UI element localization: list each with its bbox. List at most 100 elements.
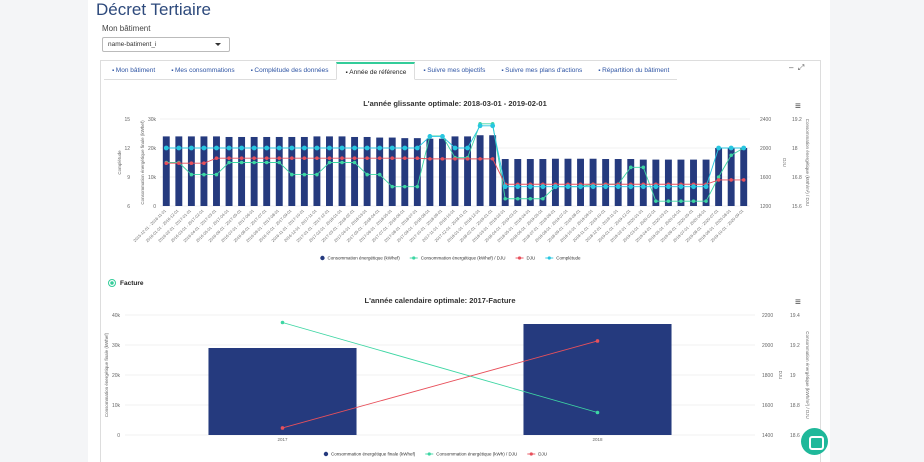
chart-menu[interactable]: ≡ xyxy=(795,297,801,308)
point xyxy=(377,172,382,177)
point xyxy=(201,145,207,151)
point xyxy=(280,426,285,430)
point xyxy=(541,196,545,201)
bar xyxy=(577,158,584,206)
chat-button[interactable] xyxy=(801,428,828,455)
tick-label: 10k xyxy=(112,403,121,409)
point xyxy=(716,175,721,179)
point xyxy=(452,145,458,151)
point xyxy=(465,145,470,151)
point xyxy=(453,157,457,161)
bar xyxy=(300,136,308,206)
point xyxy=(302,172,307,177)
x-tick-label: 2017 xyxy=(277,437,288,442)
tick-label: 30k xyxy=(148,117,157,123)
point xyxy=(340,160,344,165)
point xyxy=(264,145,270,151)
building-select[interactable]: name-batiment_i xyxy=(102,37,230,52)
legend-item: DJU xyxy=(515,256,536,261)
tick-label: 18.8 xyxy=(790,403,800,409)
point xyxy=(389,145,395,151)
tab[interactable]: Complétude des données xyxy=(242,62,337,80)
legend-marker xyxy=(529,452,533,456)
point xyxy=(427,134,433,139)
chart-title: L'année calendaire optimale: 2017-Factur… xyxy=(364,296,515,305)
point xyxy=(177,161,181,166)
bar xyxy=(727,148,735,206)
point xyxy=(365,172,369,177)
axis-title: Consommation énergétique (kWh/m²) / DJU xyxy=(805,331,810,419)
tab-bar: Mon bâtimentMes consommationsComplétude … xyxy=(104,62,678,80)
tab[interactable]: Année de référence xyxy=(336,62,416,80)
tick-label: 18 xyxy=(792,146,798,152)
point xyxy=(365,156,369,160)
legend-marker xyxy=(547,256,551,260)
point xyxy=(653,184,659,190)
tick-label: 2200 xyxy=(762,313,773,319)
window-controls[interactable]: – ⤢ xyxy=(789,63,805,72)
legend-item: Complétude xyxy=(545,256,581,261)
tab[interactable]: Répartition du bâtiment xyxy=(590,62,678,80)
point xyxy=(515,184,521,190)
point xyxy=(691,199,696,203)
point xyxy=(377,156,382,160)
point xyxy=(515,196,520,201)
point xyxy=(277,156,282,160)
point xyxy=(428,157,432,161)
bar xyxy=(589,158,597,206)
axis-title: Consommation énergétique finale (kWhef) xyxy=(140,120,145,205)
axis-title: DJU xyxy=(778,371,783,380)
point xyxy=(465,157,470,161)
bar xyxy=(351,136,359,206)
point xyxy=(728,145,734,151)
legend-item: Consommation énergétique finale (kWhef) xyxy=(323,452,416,457)
point xyxy=(477,123,483,129)
legend-label: DJU xyxy=(527,256,536,261)
point xyxy=(189,161,194,166)
legend-label: Consommation énergétique (kWhef) xyxy=(327,256,400,261)
bar xyxy=(175,136,183,206)
tick-label: 1600 xyxy=(762,403,773,409)
bar xyxy=(388,137,396,206)
point xyxy=(264,160,269,165)
radio-dot[interactable] xyxy=(108,279,116,287)
tick-label: 2000 xyxy=(760,146,771,152)
legend-label: Consommation énergétique finale (kWhef) xyxy=(331,452,416,457)
point xyxy=(595,410,600,415)
point xyxy=(239,145,244,151)
point xyxy=(654,199,658,203)
bar xyxy=(275,136,283,206)
legend-item: Consommation énergétique (kWhef) / DJU xyxy=(409,256,506,261)
point xyxy=(390,156,395,160)
tick-label: 9 xyxy=(127,175,130,181)
point xyxy=(640,184,646,190)
point xyxy=(289,145,295,151)
chart-menu[interactable]: ≡ xyxy=(795,101,801,112)
tick-label: 19.2 xyxy=(792,117,802,123)
tick-label: 19 xyxy=(790,373,796,379)
point xyxy=(276,145,282,151)
tab[interactable]: Mes consommations xyxy=(163,62,243,80)
bar xyxy=(213,136,220,206)
tick-label: 10k xyxy=(148,175,157,181)
bar xyxy=(413,138,421,206)
radio-label[interactable]: Facture xyxy=(120,279,144,287)
point xyxy=(202,172,206,177)
tab[interactable]: Suivre mes plans d'actions xyxy=(493,62,591,80)
filter-radio[interactable]: Facture xyxy=(108,279,143,287)
point xyxy=(214,156,219,160)
point xyxy=(478,157,482,161)
point xyxy=(327,145,332,151)
tick-label: 19.4 xyxy=(790,313,800,319)
point xyxy=(315,172,319,177)
tick-label: 6 xyxy=(127,204,130,210)
point xyxy=(628,184,634,190)
legend-label: Complétude xyxy=(556,256,581,261)
point xyxy=(679,199,683,203)
tab[interactable]: Suivre mes objectifs xyxy=(415,62,494,80)
point xyxy=(716,178,721,182)
bar xyxy=(208,348,357,435)
point xyxy=(364,145,370,151)
tab[interactable]: Mon bâtiment xyxy=(104,62,164,80)
